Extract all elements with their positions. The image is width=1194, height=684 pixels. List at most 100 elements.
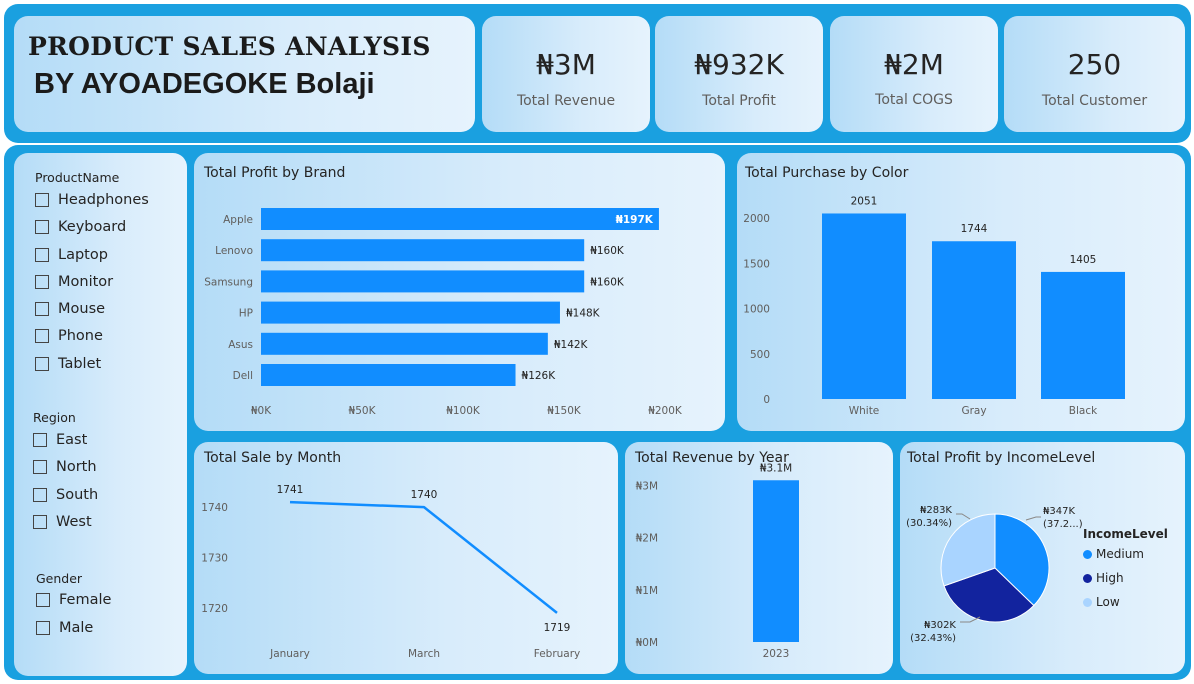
slice-low [940, 513, 996, 587]
bar-hp [261, 301, 560, 324]
bar-lenovo [261, 239, 585, 262]
slicer-item-laptop[interactable]: Laptop [35, 247, 108, 263]
brand-label: Samsung [204, 276, 253, 288]
brand-label: Apple [223, 214, 253, 226]
data-label: ₦302K [924, 620, 956, 631]
chart-title: Total Purchase by Color [745, 165, 909, 181]
data-label: ₦160K [590, 245, 625, 257]
data-label: 1719 [544, 622, 571, 634]
kpi-label: Total Profit [702, 93, 776, 109]
bar-white [822, 213, 906, 399]
slicer-item-north[interactable]: North [33, 459, 97, 475]
y-tick-label: 1000 [743, 304, 770, 316]
slicer-item-south[interactable]: South [33, 487, 98, 503]
legend-item-low[interactable]: Low [1083, 595, 1120, 609]
slicer-item-west[interactable]: West [33, 514, 92, 530]
legend-item-high[interactable]: High [1083, 571, 1124, 585]
slicer-title-region: Region [33, 410, 76, 425]
x-tick-label: ₦0K [251, 405, 272, 417]
kpi-value: ₦932K [694, 48, 784, 81]
legend-dot [1083, 573, 1092, 583]
checkbox[interactable] [33, 433, 47, 447]
checkbox[interactable] [33, 460, 47, 474]
bar-asus [261, 332, 548, 355]
legend-dot [1083, 549, 1092, 559]
checkbox[interactable] [35, 220, 49, 234]
brand-label: Lenovo [215, 245, 253, 257]
slice-medium [994, 513, 1050, 607]
brand-label: Dell [233, 370, 253, 382]
checkbox[interactable] [35, 248, 49, 262]
y-tick-label: ₦1M [636, 585, 658, 597]
leader-line [960, 616, 981, 623]
y-tick-label: 1500 [743, 258, 770, 270]
x-tick-label: ₦50K [349, 405, 377, 417]
slicer-item-headphones[interactable]: Headphones [35, 192, 149, 208]
checkbox[interactable] [35, 302, 49, 316]
chart-card-purchase-by-color: Total Purchase by Color 0 500 1000 1500 2000… [737, 153, 1185, 431]
data-label: 1744 [961, 223, 988, 235]
y-tick-label: 1740 [201, 502, 228, 514]
chart-card-profit-by-brand: Total Profit by Brand Apple ₦197K Lenovo ₦1… [194, 153, 725, 431]
chart-purchase-by-color: 0 500 1000 1500 2000 2051 White 1744 Gray 1405 Bla… [743, 195, 1125, 417]
legend-item-medium[interactable]: Medium [1083, 547, 1144, 561]
y-tick-label: ₦3M [636, 480, 658, 492]
slicer-panel: ProductName Headphones Keyboard Laptop M… [14, 153, 187, 676]
kpi-card-total-cogs[interactable]: ₦2M Total COGS [830, 16, 998, 132]
chart-card-sale-by-month: Total Sale by Month 1720 1730 1740 1741 Janu… [194, 442, 618, 674]
kpi-card-total-customer[interactable]: 250 Total Customer [1004, 16, 1185, 132]
bar-black [1041, 271, 1125, 399]
data-label: ₦283K [920, 505, 952, 516]
report-author: BY AYOADEGOKE Bolaji [34, 68, 375, 100]
y-tick-label: 2000 [743, 213, 770, 225]
checkbox[interactable] [36, 593, 50, 607]
slicer-item-male[interactable]: Male [36, 620, 93, 636]
x-tick-label: February [534, 648, 581, 660]
slicer-title-product: ProductName [35, 170, 120, 185]
chart-title: Total Profit by Brand [204, 165, 346, 181]
data-label: ₦197K [616, 214, 654, 226]
slicer-item-mouse[interactable]: Mouse [35, 301, 105, 317]
checkbox[interactable] [33, 515, 47, 529]
chart-profit-by-income: ₦347K (37.2...) ₦302K (32.43%) ₦283K (30.34%) [906, 505, 1083, 644]
data-label-percent: (32.43%) [910, 633, 956, 644]
kpi-label: Total Customer [1041, 93, 1148, 109]
checkbox[interactable] [36, 621, 50, 635]
checkbox[interactable] [35, 275, 49, 289]
x-tick-label: White [849, 405, 880, 417]
slicer-item-east[interactable]: East [33, 432, 87, 448]
x-tick-label: ₦200K [648, 405, 683, 417]
slicer-item-monitor[interactable]: Monitor [35, 274, 113, 290]
chart-revenue-by-year: ₦0M ₦1M ₦2M ₦3M ₦3.1M 2023 [636, 462, 799, 660]
title-card: PRODUCT SALES ANALYSIS BY AYOADEGOKE Bol… [14, 16, 475, 132]
slicer-item-tablet[interactable]: Tablet [35, 356, 101, 372]
data-label: ₦126K [522, 370, 557, 382]
data-label: ₦347K [1043, 506, 1075, 517]
kpi-value: 250 [1067, 48, 1122, 81]
checkbox[interactable] [35, 329, 49, 343]
slicer-item-keyboard[interactable]: Keyboard [35, 219, 126, 235]
x-tick-label: Black [1069, 405, 1098, 417]
y-tick-label: 0 [763, 394, 770, 406]
kpi-value: ₦2M [884, 48, 944, 81]
chart-sale-by-month: 1720 1730 1740 1741 January 1740 March 1719 Febr… [201, 484, 581, 660]
chart-card-revenue-by-year: Total Revenue by Year ₦0M ₦1M ₦2M ₦3M ₦3.1M 2… [625, 442, 893, 674]
x-tick-label: Gray [961, 405, 986, 417]
chart-title: Total Revenue by Year [635, 450, 789, 466]
slicer-item-phone[interactable]: Phone [35, 328, 103, 344]
legend-title: IncomeLevel [1083, 527, 1168, 541]
kpi-value: ₦3M [536, 48, 596, 81]
bar-gray [932, 241, 1016, 399]
slicer-item-female[interactable]: Female [36, 592, 111, 608]
y-tick-label: ₦2M [636, 533, 658, 545]
checkbox[interactable] [33, 488, 47, 502]
checkbox[interactable] [35, 357, 49, 371]
kpi-card-total-revenue[interactable]: ₦3M Total Revenue [482, 16, 650, 132]
checkbox[interactable] [35, 193, 49, 207]
data-label: 2051 [851, 195, 878, 207]
kpi-card-total-profit[interactable]: ₦932K Total Profit [655, 16, 823, 132]
chart-title: Total Profit by IncomeLevel [907, 450, 1096, 466]
bar-apple [261, 208, 659, 230]
x-tick-label: January [269, 648, 310, 660]
report-title: PRODUCT SALES ANALYSIS [28, 32, 431, 61]
